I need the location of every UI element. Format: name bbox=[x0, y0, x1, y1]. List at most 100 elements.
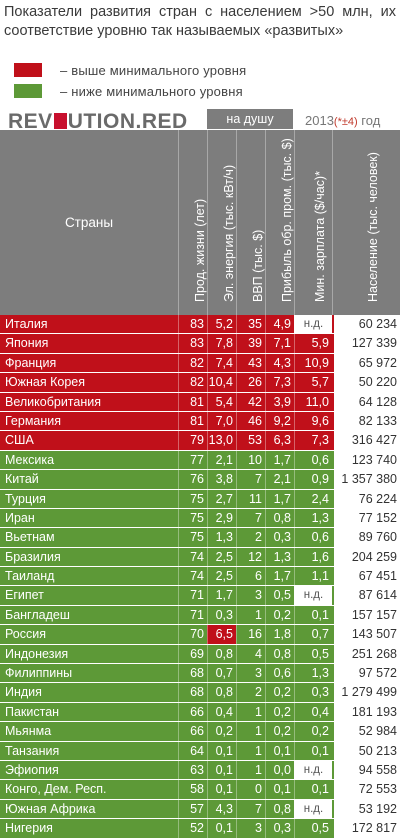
cell-life: 74 bbox=[178, 547, 207, 567]
table-row: Бразилия 74 2,5 12 1,3 1,6 204 259 bbox=[0, 547, 400, 568]
cell-profit: 0,0 bbox=[265, 760, 294, 780]
cell-population: 76 224 bbox=[334, 489, 400, 508]
cell-life: 58 bbox=[178, 780, 207, 799]
cell-wage: 0,1 bbox=[294, 780, 332, 799]
table-row: Индонезия 69 0,8 4 0,8 0,5 251 268 bbox=[0, 644, 400, 665]
cell-gdp: 53 bbox=[236, 431, 265, 450]
legend-above: – выше минимального уровня bbox=[14, 62, 246, 78]
cell-population: 50 213 bbox=[334, 741, 400, 760]
cell-gdp: 26 bbox=[236, 373, 265, 392]
country-name: Россия bbox=[5, 627, 46, 642]
country-name: Таиланд bbox=[5, 569, 55, 584]
cell-profit: 7,1 bbox=[265, 334, 294, 353]
country-name: Южная Африка bbox=[5, 801, 96, 816]
cell-energy: 13,0 bbox=[207, 431, 236, 450]
cell-energy: 7,4 bbox=[207, 353, 236, 373]
table-row: Мьянма 66 0,2 1 0,2 0,2 52 984 bbox=[0, 722, 400, 742]
table-row: Великобритания 81 5,4 42 3,9 11,0 64 128 bbox=[0, 392, 400, 412]
cell-profit: 4,3 bbox=[265, 353, 294, 373]
table-row: Бангладеш 71 0,3 1 0,2 0,1 157 157 bbox=[0, 605, 400, 626]
cell-energy: 6,5 bbox=[207, 625, 236, 644]
cell-gdp: 43 bbox=[236, 353, 265, 373]
table-row: Конго, Дем. Респ. 58 0,1 0 0,1 0,1 72 553 bbox=[0, 780, 400, 800]
table-row: Индия 68 0,8 2 0,2 0,3 1 279 499 bbox=[0, 683, 400, 703]
header-life: Прод. жизни (лет) bbox=[178, 130, 208, 315]
legend-swatch-red bbox=[14, 63, 42, 77]
cell-profit: 0,8 bbox=[265, 508, 294, 528]
brand-logo: REV UTION.RED bbox=[8, 110, 188, 134]
cell-wage: 0,1 bbox=[294, 741, 332, 760]
year-suffix: год bbox=[357, 113, 381, 128]
cell-life: 66 bbox=[178, 722, 207, 741]
legend-below-label: – ниже минимального уровня bbox=[60, 83, 243, 99]
cell-population: 87 614 bbox=[334, 586, 400, 605]
country-name: Великобритания bbox=[5, 394, 101, 409]
cell-energy: 0,2 bbox=[207, 722, 236, 741]
header-profit: Прибыль обр. пром. (тыс. $) bbox=[265, 130, 295, 315]
cell-life: 68 bbox=[178, 664, 207, 683]
cell-profit: 0,5 bbox=[265, 586, 294, 605]
cell-population: 50 220 bbox=[334, 373, 400, 392]
table-row: Франция 82 7,4 43 4,3 10,9 65 972 bbox=[0, 353, 400, 374]
cell-energy: 5,4 bbox=[207, 392, 236, 411]
table-row: Италия 83 5,2 35 4,9 н.д. 60 234 bbox=[0, 315, 400, 335]
country-name: Бразилия bbox=[5, 549, 61, 564]
cell-population: 1 279 499 bbox=[334, 683, 400, 702]
cell-gdp: 1 bbox=[236, 741, 265, 760]
country-name: Иран bbox=[5, 510, 35, 525]
country-name: Франция bbox=[5, 355, 57, 370]
country-name: Мексика bbox=[5, 452, 55, 467]
table-row: Нигерия 52 0,1 3 0,3 0,5 172 817 bbox=[0, 819, 400, 839]
cell-wage: 7,3 bbox=[294, 431, 332, 450]
country-name: Южная Корея bbox=[5, 375, 85, 390]
table-row: Германия 81 7,0 46 9,2 9,6 82 133 bbox=[0, 411, 400, 432]
country-name: Индонезия bbox=[5, 646, 69, 661]
cell-population: 181 193 bbox=[334, 702, 400, 722]
table-header: Страны Прод. жизни (лет) Эл. энергия (ты… bbox=[0, 130, 400, 315]
cell-life: 83 bbox=[178, 315, 207, 334]
cell-gdp: 16 bbox=[236, 625, 265, 644]
cell-life: 75 bbox=[178, 489, 207, 508]
cell-wage: 5,9 bbox=[294, 334, 332, 353]
cell-energy: 0,3 bbox=[207, 605, 236, 625]
cell-profit: 0,2 bbox=[265, 683, 294, 702]
cell-life: 83 bbox=[178, 334, 207, 353]
table-row: Филиппины 68 0,7 3 0,6 1,3 97 572 bbox=[0, 664, 400, 684]
cell-profit: 1,3 bbox=[265, 547, 294, 567]
header-energy: Эл. энергия (тыс. кВт/ч) bbox=[207, 130, 237, 315]
cell-gdp: 3 bbox=[236, 664, 265, 683]
cell-wage: 9,6 bbox=[294, 411, 332, 431]
table-row: Эфиопия 63 0,1 1 0,0 н.д. 94 558 bbox=[0, 760, 400, 781]
flag-icon bbox=[53, 113, 67, 129]
country-name: Бангладеш bbox=[5, 607, 70, 622]
cell-wage: 0,9 bbox=[294, 470, 332, 489]
cell-energy: 5,2 bbox=[207, 315, 236, 334]
year-note: (*±4) bbox=[333, 116, 358, 128]
cell-life: 57 bbox=[178, 799, 207, 819]
cell-life: 70 bbox=[178, 625, 207, 644]
cell-population: 77 152 bbox=[334, 508, 400, 528]
cell-gdp: 12 bbox=[236, 547, 265, 567]
table-row: Китай 76 3,8 7 2,1 0,9 1 357 380 bbox=[0, 470, 400, 490]
cell-gdp: 3 bbox=[236, 819, 265, 838]
cell-life: 64 bbox=[178, 741, 207, 760]
cell-population: 123 740 bbox=[334, 450, 400, 470]
cell-profit: 3,9 bbox=[265, 392, 294, 411]
table-row: Россия 70 6,5 16 1,8 0,7 143 507 bbox=[0, 625, 400, 645]
cell-population: 143 507 bbox=[334, 625, 400, 644]
table-row: Турция 75 2,7 11 1,7 2,4 76 224 bbox=[0, 489, 400, 509]
cell-wage: 1,3 bbox=[294, 664, 332, 683]
cell-population: 64 128 bbox=[334, 392, 400, 411]
cell-energy: 1,7 bbox=[207, 586, 236, 605]
cell-wage: н.д. bbox=[294, 586, 332, 605]
cell-life: 71 bbox=[178, 586, 207, 605]
cell-wage: 1,6 bbox=[294, 547, 332, 567]
cell-population: 89 760 bbox=[334, 528, 400, 547]
cell-life: 74 bbox=[178, 567, 207, 586]
cell-energy: 4,3 bbox=[207, 799, 236, 819]
cell-energy: 7,8 bbox=[207, 334, 236, 353]
cell-gdp: 1 bbox=[236, 760, 265, 780]
cell-gdp: 1 bbox=[236, 722, 265, 741]
cell-population: 65 972 bbox=[334, 353, 400, 373]
country-name: Китай bbox=[5, 472, 39, 487]
